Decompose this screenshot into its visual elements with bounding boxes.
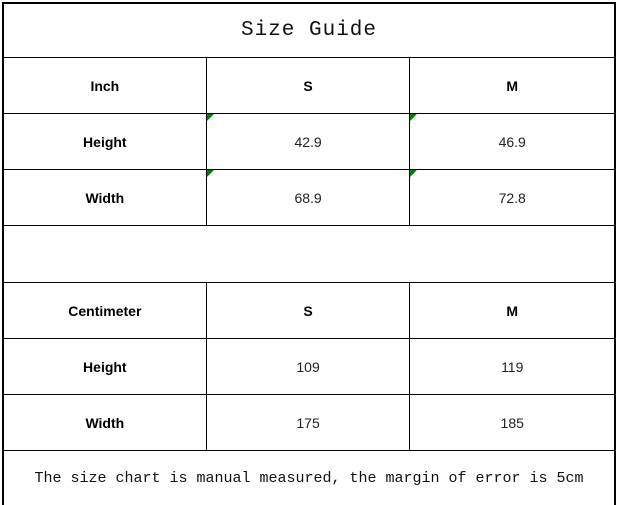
footer-note: The size chart is manual measured, the m… xyxy=(2,450,616,505)
size-col-header-m: M xyxy=(409,57,616,114)
title-row: Size Guide xyxy=(2,2,616,58)
measure-label-width: Width xyxy=(2,394,207,451)
value-cell-cm-height-s: 109 xyxy=(205,338,411,395)
unit-header-centimeter: Centimeter xyxy=(2,282,207,339)
value-cell-inch-width-s: 68.9 xyxy=(205,169,411,226)
centimeter-width-row: Width 175 185 xyxy=(2,394,616,451)
value-text: 42.9 xyxy=(294,133,322,150)
value-text: 68.9 xyxy=(294,189,322,206)
page-title: Size Guide xyxy=(2,2,616,58)
value-cell-cm-width-s: 175 xyxy=(205,394,411,451)
spacer-cell xyxy=(2,225,616,283)
value-cell-inch-height-m: 46.9 xyxy=(409,113,616,170)
value-cell-inch-width-m: 72.8 xyxy=(409,169,616,226)
size-col-header-s: S xyxy=(205,57,411,114)
value-text: 46.9 xyxy=(498,133,526,150)
unit-header-inch: Inch xyxy=(2,57,207,114)
measure-label-height: Height xyxy=(2,113,207,170)
value-cell-cm-height-m: 119 xyxy=(409,338,616,395)
value-text: 72.8 xyxy=(498,189,526,206)
value-cell-inch-height-s: 42.9 xyxy=(205,113,411,170)
spacer-row xyxy=(2,225,616,283)
text-number-indicator-icon xyxy=(410,114,418,121)
size-col-header-m: M xyxy=(409,282,616,339)
size-col-header-s: S xyxy=(205,282,411,339)
measure-label-width: Width xyxy=(2,169,207,226)
text-number-indicator-icon xyxy=(206,114,214,121)
value-cell-cm-width-m: 185 xyxy=(409,394,616,451)
inch-height-row: Height 42.9 46.9 xyxy=(2,113,616,170)
text-number-indicator-icon xyxy=(206,170,214,177)
centimeter-header-row: Centimeter S M xyxy=(2,282,616,339)
inch-header-row: Inch S M xyxy=(2,57,616,114)
measure-label-height: Height xyxy=(2,338,207,395)
centimeter-height-row: Height 109 119 xyxy=(2,338,616,395)
footer-row: The size chart is manual measured, the m… xyxy=(2,450,616,505)
inch-width-row: Width 68.9 72.8 xyxy=(2,169,616,226)
text-number-indicator-icon xyxy=(410,170,418,177)
